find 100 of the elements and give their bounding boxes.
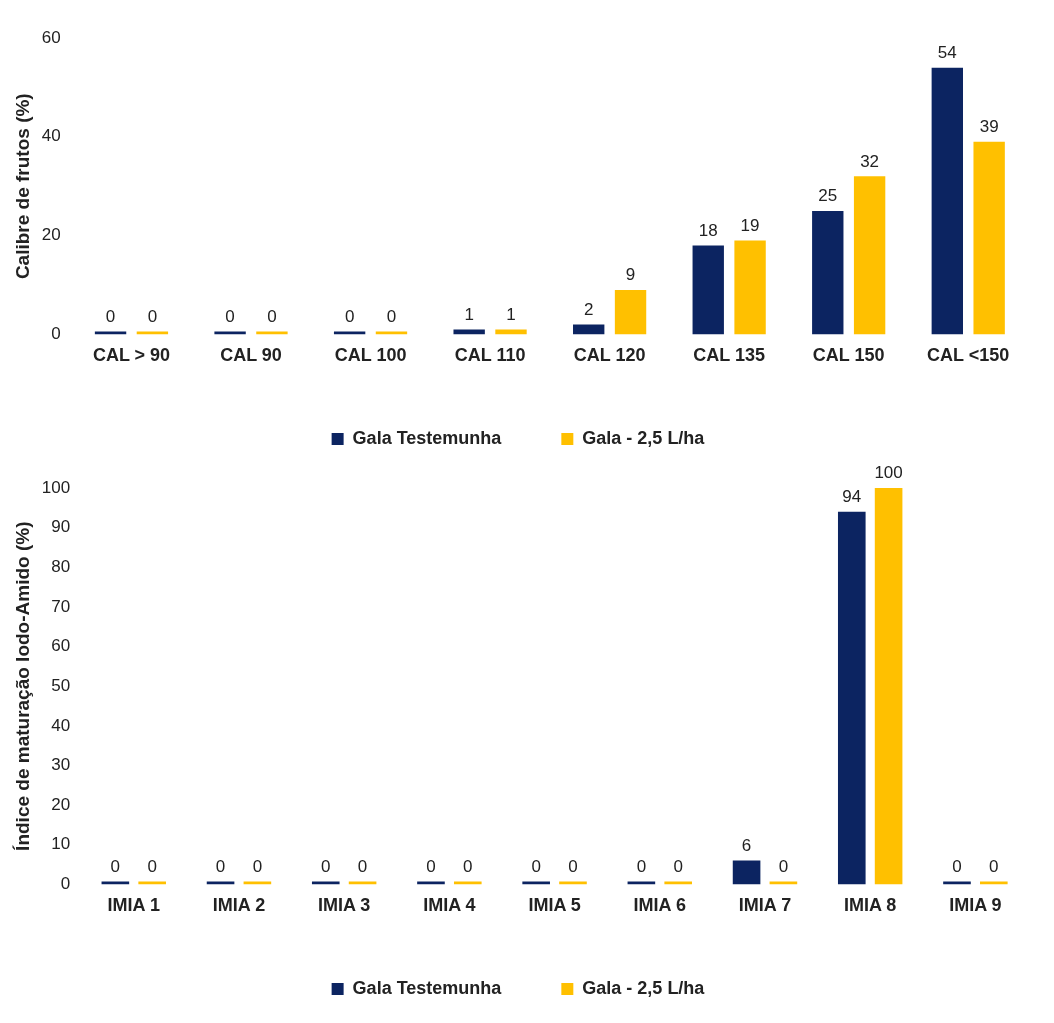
bar (874, 488, 903, 885)
bar (333, 331, 366, 335)
data-label: 1 (506, 304, 516, 324)
y-tick-label: 100 (41, 477, 71, 497)
y-tick-label: 10 (51, 834, 71, 854)
bar (453, 881, 482, 885)
x-tick-label: IMIA 3 (318, 895, 371, 916)
y-tick-label: 70 (51, 596, 71, 616)
data-label: 0 (215, 856, 226, 876)
bar (417, 881, 445, 885)
x-tick-label: CAL 110 (454, 345, 526, 366)
y-tick-label: 60 (51, 636, 71, 656)
data-label: 0 (225, 306, 235, 326)
data-label: 39 (979, 116, 999, 136)
bar (243, 881, 272, 885)
bar (973, 141, 1005, 335)
data-label: 19 (740, 215, 760, 235)
data-label: 0 (778, 856, 789, 876)
x-tick-label: CAL 150 (812, 345, 885, 366)
bar (853, 176, 886, 335)
y-tick-label: 40 (51, 715, 71, 735)
y-tick-label: 0 (51, 324, 61, 344)
bar (138, 881, 166, 885)
bar (769, 881, 798, 885)
x-tick-label: CAL 135 (693, 345, 766, 366)
legend-label: Gala - 2,5 L/ha (582, 977, 706, 998)
y-tick-label: 20 (41, 225, 61, 245)
data-label: 0 (568, 856, 578, 876)
data-label: 0 (147, 856, 157, 876)
y-tick-label: 50 (51, 675, 71, 695)
bar (136, 331, 169, 335)
x-tick-label: IMIA 8 (844, 895, 897, 916)
data-label: 0 (321, 856, 331, 876)
bar (559, 881, 587, 885)
legend-label: Gala - 2,5 L/ha (582, 427, 706, 448)
data-label: 94 (842, 486, 862, 506)
x-tick-label: CAL > 90 (92, 345, 171, 366)
x-tick-label: IMIA 1 (107, 895, 160, 916)
x-tick-label: CAL <150 (927, 345, 1010, 366)
x-tick-label: IMIA 5 (528, 895, 581, 916)
y-tick-label: 20 (51, 794, 71, 814)
bar (94, 331, 127, 335)
bar (375, 331, 408, 335)
y-tick-label: 60 (41, 27, 61, 47)
bar (734, 240, 766, 335)
y-tick-label: 40 (41, 126, 61, 146)
bar (522, 881, 550, 885)
data-label: 9 (625, 265, 636, 285)
bar (627, 881, 656, 885)
data-label: 0 (344, 306, 355, 326)
data-label: 54 (937, 42, 957, 62)
x-tick-label: CAL 100 (334, 345, 407, 366)
bar (692, 245, 724, 335)
data-label: 0 (673, 856, 683, 876)
data-label: 32 (860, 151, 880, 171)
legend-label: Gala Testemunha (352, 977, 503, 998)
data-label: 25 (818, 186, 838, 206)
y-tick-label: 0 (60, 874, 71, 894)
data-label: 0 (531, 856, 541, 876)
data-label: 6 (741, 835, 752, 855)
x-tick-label: CAL 90 (220, 345, 282, 366)
bar (614, 289, 647, 335)
y-axis-title: Calibre de frutos (%) (11, 93, 33, 280)
x-tick-label: IMIA 6 (633, 895, 686, 916)
data-label: 0 (252, 856, 263, 876)
data-label: 100 (874, 463, 903, 483)
x-tick-label: IMIA 2 (212, 895, 266, 916)
bar (206, 881, 235, 885)
x-tick-label: IMIA 7 (738, 895, 792, 916)
bar (931, 67, 963, 335)
bar (664, 881, 693, 885)
bar (812, 210, 844, 335)
bar (101, 881, 130, 885)
data-label: 0 (386, 306, 397, 326)
data-label: 0 (463, 856, 473, 876)
x-tick-label: IMIA 4 (423, 895, 476, 916)
bar (311, 881, 340, 885)
data-label: 0 (147, 306, 158, 326)
data-label: 18 (698, 220, 718, 240)
legend-label: Gala Testemunha (352, 427, 503, 448)
y-tick-label: 90 (51, 517, 71, 537)
bar (980, 881, 1008, 885)
x-tick-label: IMIA 9 (949, 895, 1002, 916)
data-label: 0 (105, 306, 116, 326)
y-tick-label: 30 (51, 755, 71, 775)
bar (348, 881, 377, 885)
bar (837, 511, 866, 885)
data-label: 0 (989, 856, 999, 876)
data-label: 1 (464, 304, 474, 324)
bar (256, 331, 288, 335)
data-label: 0 (357, 856, 368, 876)
data-label: 0 (952, 856, 962, 876)
data-label: 2 (583, 299, 594, 319)
data-label: 0 (426, 856, 436, 876)
y-tick-label: 80 (51, 556, 71, 576)
x-tick-label: CAL 120 (573, 345, 646, 366)
data-label: 0 (636, 856, 647, 876)
data-label: 0 (267, 306, 277, 326)
y-axis-title: Índice de maturação Iodo-Amido (%) (11, 521, 33, 851)
data-label: 0 (110, 856, 121, 876)
